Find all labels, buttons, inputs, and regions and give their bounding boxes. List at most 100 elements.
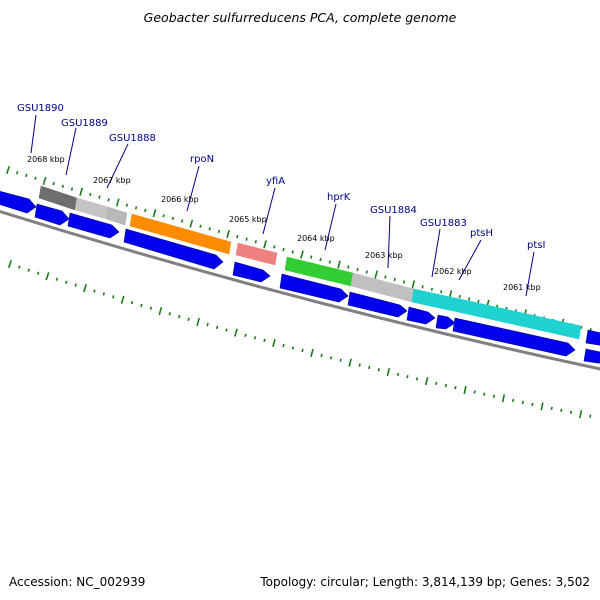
tick-mark: [396, 372, 400, 376]
tick-mark: [215, 325, 219, 330]
tick-mark: [27, 268, 30, 272]
tick-mark: [120, 295, 125, 304]
tick-mark: [89, 192, 92, 197]
tick-mark: [347, 265, 350, 269]
tick-mark: [158, 306, 163, 316]
inner-tick-marks: [7, 259, 592, 419]
tick-mark: [454, 386, 457, 390]
kbp-label: 2065 kbp: [229, 215, 267, 224]
gene-label-ptsh[interactable]: ptsH: [470, 228, 493, 239]
tick-mark: [98, 195, 101, 199]
tick-mark: [444, 383, 447, 388]
tick-mark: [25, 173, 28, 178]
tick-mark: [521, 400, 524, 405]
tick-mark: [435, 381, 438, 385]
tick-mark: [319, 257, 322, 262]
cds-arrow[interactable]: [347, 291, 408, 318]
map-title: Geobacter sulfurreducens PCA, complete g…: [144, 10, 457, 25]
gene-features: [38, 185, 582, 340]
cds-arrow[interactable]: [435, 314, 456, 330]
tick-mark: [206, 322, 209, 327]
label-leader: [106, 143, 129, 189]
tick-mark: [477, 299, 480, 303]
cds-arrow[interactable]: [232, 261, 271, 283]
tick-mark: [531, 402, 534, 407]
tick-mark: [65, 280, 68, 284]
cds-arrow[interactable]: [583, 348, 600, 364]
label-leader: [65, 127, 77, 176]
cds-arrow[interactable]: [279, 273, 349, 303]
gene-feature-gsu1883[interactable]: [411, 288, 442, 309]
cds-arrow[interactable]: [585, 329, 600, 346]
gene-label-rpon[interactable]: rpoN: [190, 154, 214, 165]
tick-mark: [234, 328, 238, 337]
gene-label-gsu1888[interactable]: GSU1888: [109, 133, 156, 144]
tick-mark: [339, 358, 342, 362]
tick-mark: [130, 300, 134, 305]
label-leader: [387, 215, 391, 269]
cds-arrow[interactable]: [123, 228, 224, 270]
tick-mark: [386, 368, 391, 377]
tick-mark: [458, 294, 461, 299]
tick-mark: [492, 394, 495, 398]
tick-mark: [374, 270, 378, 279]
tick-mark: [468, 297, 471, 301]
tick-mark: [411, 280, 416, 289]
tick-mark: [512, 398, 515, 402]
label-leader: [30, 114, 37, 154]
kbp-label: 2067 kbp: [93, 176, 131, 185]
gene-label-gsu1889[interactable]: GSU1889: [61, 118, 108, 129]
tick-mark: [263, 240, 267, 249]
genome-summary-text: Topology: circular; Length: 3,814,139 bp…: [260, 575, 590, 589]
label-leader: [458, 239, 482, 281]
tick-mark: [473, 390, 476, 394]
kbp-label: 2062 kbp: [434, 267, 472, 276]
tick-mark: [236, 234, 239, 239]
cds-arrow[interactable]: [406, 306, 436, 325]
gene-label-gsu1883[interactable]: GSU1883: [420, 218, 467, 229]
tick-mark: [356, 267, 359, 272]
label-leader: [324, 203, 337, 251]
gene-label-gsu1884[interactable]: GSU1884: [370, 205, 417, 216]
gene-feature-ptsh[interactable]: [438, 294, 461, 313]
tick-mark: [310, 348, 314, 358]
tick-mark: [560, 408, 563, 412]
tick-mark: [70, 187, 74, 191]
gene-feature-yfia[interactable]: [235, 242, 278, 266]
gene-label-ptsi[interactable]: ptsI: [527, 240, 545, 251]
tick-mark: [402, 280, 406, 284]
gene-label-hprk[interactable]: hprK: [327, 192, 351, 203]
kbp-label: 2064 kbp: [297, 234, 335, 243]
tick-mark: [208, 227, 211, 231]
tick-mark: [42, 176, 47, 186]
label-leader: [186, 165, 200, 212]
cds-arrow[interactable]: [67, 212, 120, 239]
tick-mark: [217, 229, 221, 234]
gene-feature-gsu1888[interactable]: [105, 206, 128, 226]
tick-mark: [144, 208, 147, 213]
tick-mark: [368, 365, 371, 370]
tick-mark: [273, 245, 276, 249]
tick-mark: [430, 287, 434, 291]
gene-feature-ptsi[interactable]: [457, 298, 582, 340]
tick-mark: [301, 348, 304, 353]
cds-arrow[interactable]: [0, 190, 37, 214]
tick-mark: [189, 219, 194, 228]
tick-mark: [272, 338, 276, 348]
tick-mark: [115, 198, 120, 207]
tick-mark: [320, 353, 323, 358]
label-leader: [262, 187, 276, 235]
gene-label-yfia[interactable]: yfiA: [266, 176, 285, 187]
tick-mark: [55, 277, 59, 281]
gene-labels: GSU1890 GSU1889 GSU1888 rpoN yfiA hprK G…: [17, 103, 545, 297]
gene-feature-rpon[interactable]: [129, 213, 232, 255]
cds-arrow[interactable]: [452, 317, 576, 357]
gene-label-gsu1890[interactable]: GSU1890: [17, 103, 64, 114]
cds-arrow[interactable]: [34, 203, 70, 226]
tick-mark: [152, 209, 157, 218]
tick-mark: [291, 346, 295, 350]
tick-mark: [61, 184, 64, 189]
tick-mark: [377, 368, 380, 372]
tick-mark: [406, 375, 409, 379]
tick-mark: [415, 377, 419, 381]
